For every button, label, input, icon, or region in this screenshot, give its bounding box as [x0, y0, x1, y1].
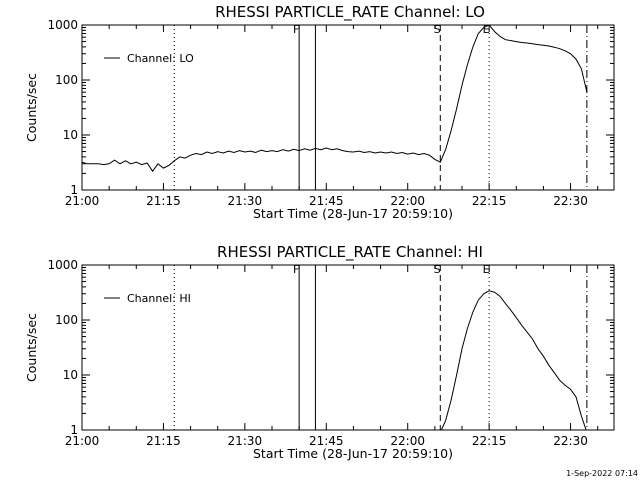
footer-timestamp: 1-Sep-2022 07:14: [566, 469, 638, 478]
panel-0-x-tick-label-2: 21:30: [228, 194, 263, 208]
panel-0-y-tick-label-2: 100: [55, 73, 78, 87]
panel-1-y-tick-label-2: 100: [55, 313, 78, 327]
panel-1-x-tick-label-5: 22:15: [472, 434, 507, 448]
panel-1-y-ticks: 1 10 100 1000: [47, 258, 614, 437]
panel-1-x-tick-label-1: 21:15: [146, 434, 181, 448]
panel-0-y-tick-label-1: 10: [63, 128, 78, 142]
panel-1-x-tick-label-0: 21:00: [65, 434, 100, 448]
panel-channel-hi: RHESSI PARTICLE_RATE Channel: HIF S E21:00…: [24, 243, 615, 461]
panel-1-x-tick-label-3: 21:45: [309, 434, 344, 448]
panel-1-x-axis-label: Start Time (28-Jun-17 20:59:10): [253, 446, 453, 461]
panel-1-marker-label-3: S: [434, 263, 441, 276]
panel-1-marker-label-4: E: [483, 263, 490, 276]
panel-0-marker-label-3: S: [434, 23, 441, 36]
panel-1-legend: Channel: HI: [104, 292, 191, 305]
panel-0-y-tick-label-0: 1: [70, 183, 78, 197]
panel-1-x-ticks: 21:00 21:15 21:30 21:45 22:00 22:15 22:30: [65, 265, 599, 448]
panel-0-y-ticks: 1 10 100 1000: [47, 18, 614, 197]
panel-0-x-tick-label-4: 22:00: [390, 194, 425, 208]
panel-0-legend: Channel: LO: [104, 52, 194, 65]
panel-0-x-ticks: 21:00 21:15 21:30 21:45 22:00 22:15 22:30: [65, 25, 599, 208]
panel-1-y-tick-label-0: 1: [70, 423, 78, 437]
panel-0-legend-label: Channel: LO: [127, 52, 194, 65]
panel-1-series-line-0: [440, 290, 587, 430]
panel-0-marker-label-4: E: [483, 23, 490, 36]
panel-1-plot-frame: [81, 264, 615, 431]
panel-0-title: RHESSI PARTICLE_RATE Channel: LO: [215, 3, 485, 22]
panel-1-x-tick-label-2: 21:30: [228, 434, 263, 448]
panel-0-marker-label-1: F: [293, 23, 299, 36]
panel-0-y-tick-label-3: 1000: [47, 18, 78, 32]
panel-0-plot-frame: [81, 24, 615, 191]
panel-channel-lo: RHESSI PARTICLE_RATE Channel: LOF S E21:00…: [24, 3, 615, 221]
panel-1-legend-label: Channel: HI: [127, 292, 191, 305]
panel-0-x-tick-label-6: 22:30: [553, 194, 588, 208]
panel-0-y-axis-label: Counts/sec: [24, 73, 39, 142]
panel-1-title: RHESSI PARTICLE_RATE Channel: HI: [217, 243, 483, 262]
panel-0-x-tick-label-0: 21:00: [65, 194, 100, 208]
panel-1-y-tick-label-3: 1000: [47, 258, 78, 272]
panel-1-x-tick-label-4: 22:00: [390, 434, 425, 448]
panel-1-y-axis-label: Counts/sec: [24, 313, 39, 382]
panel-0-series-line-0: [82, 25, 588, 173]
panel-0-x-tick-label-1: 21:15: [146, 194, 181, 208]
panel-0-x-tick-label-3: 21:45: [309, 194, 344, 208]
panel-1-x-tick-label-6: 22:30: [553, 434, 588, 448]
panel-1-marker-label-1: F: [293, 263, 299, 276]
panel-0-x-axis-label: Start Time (28-Jun-17 20:59:10): [253, 206, 453, 221]
panel-0-x-tick-label-5: 22:15: [472, 194, 507, 208]
panel-1-y-tick-label-1: 10: [63, 368, 78, 382]
